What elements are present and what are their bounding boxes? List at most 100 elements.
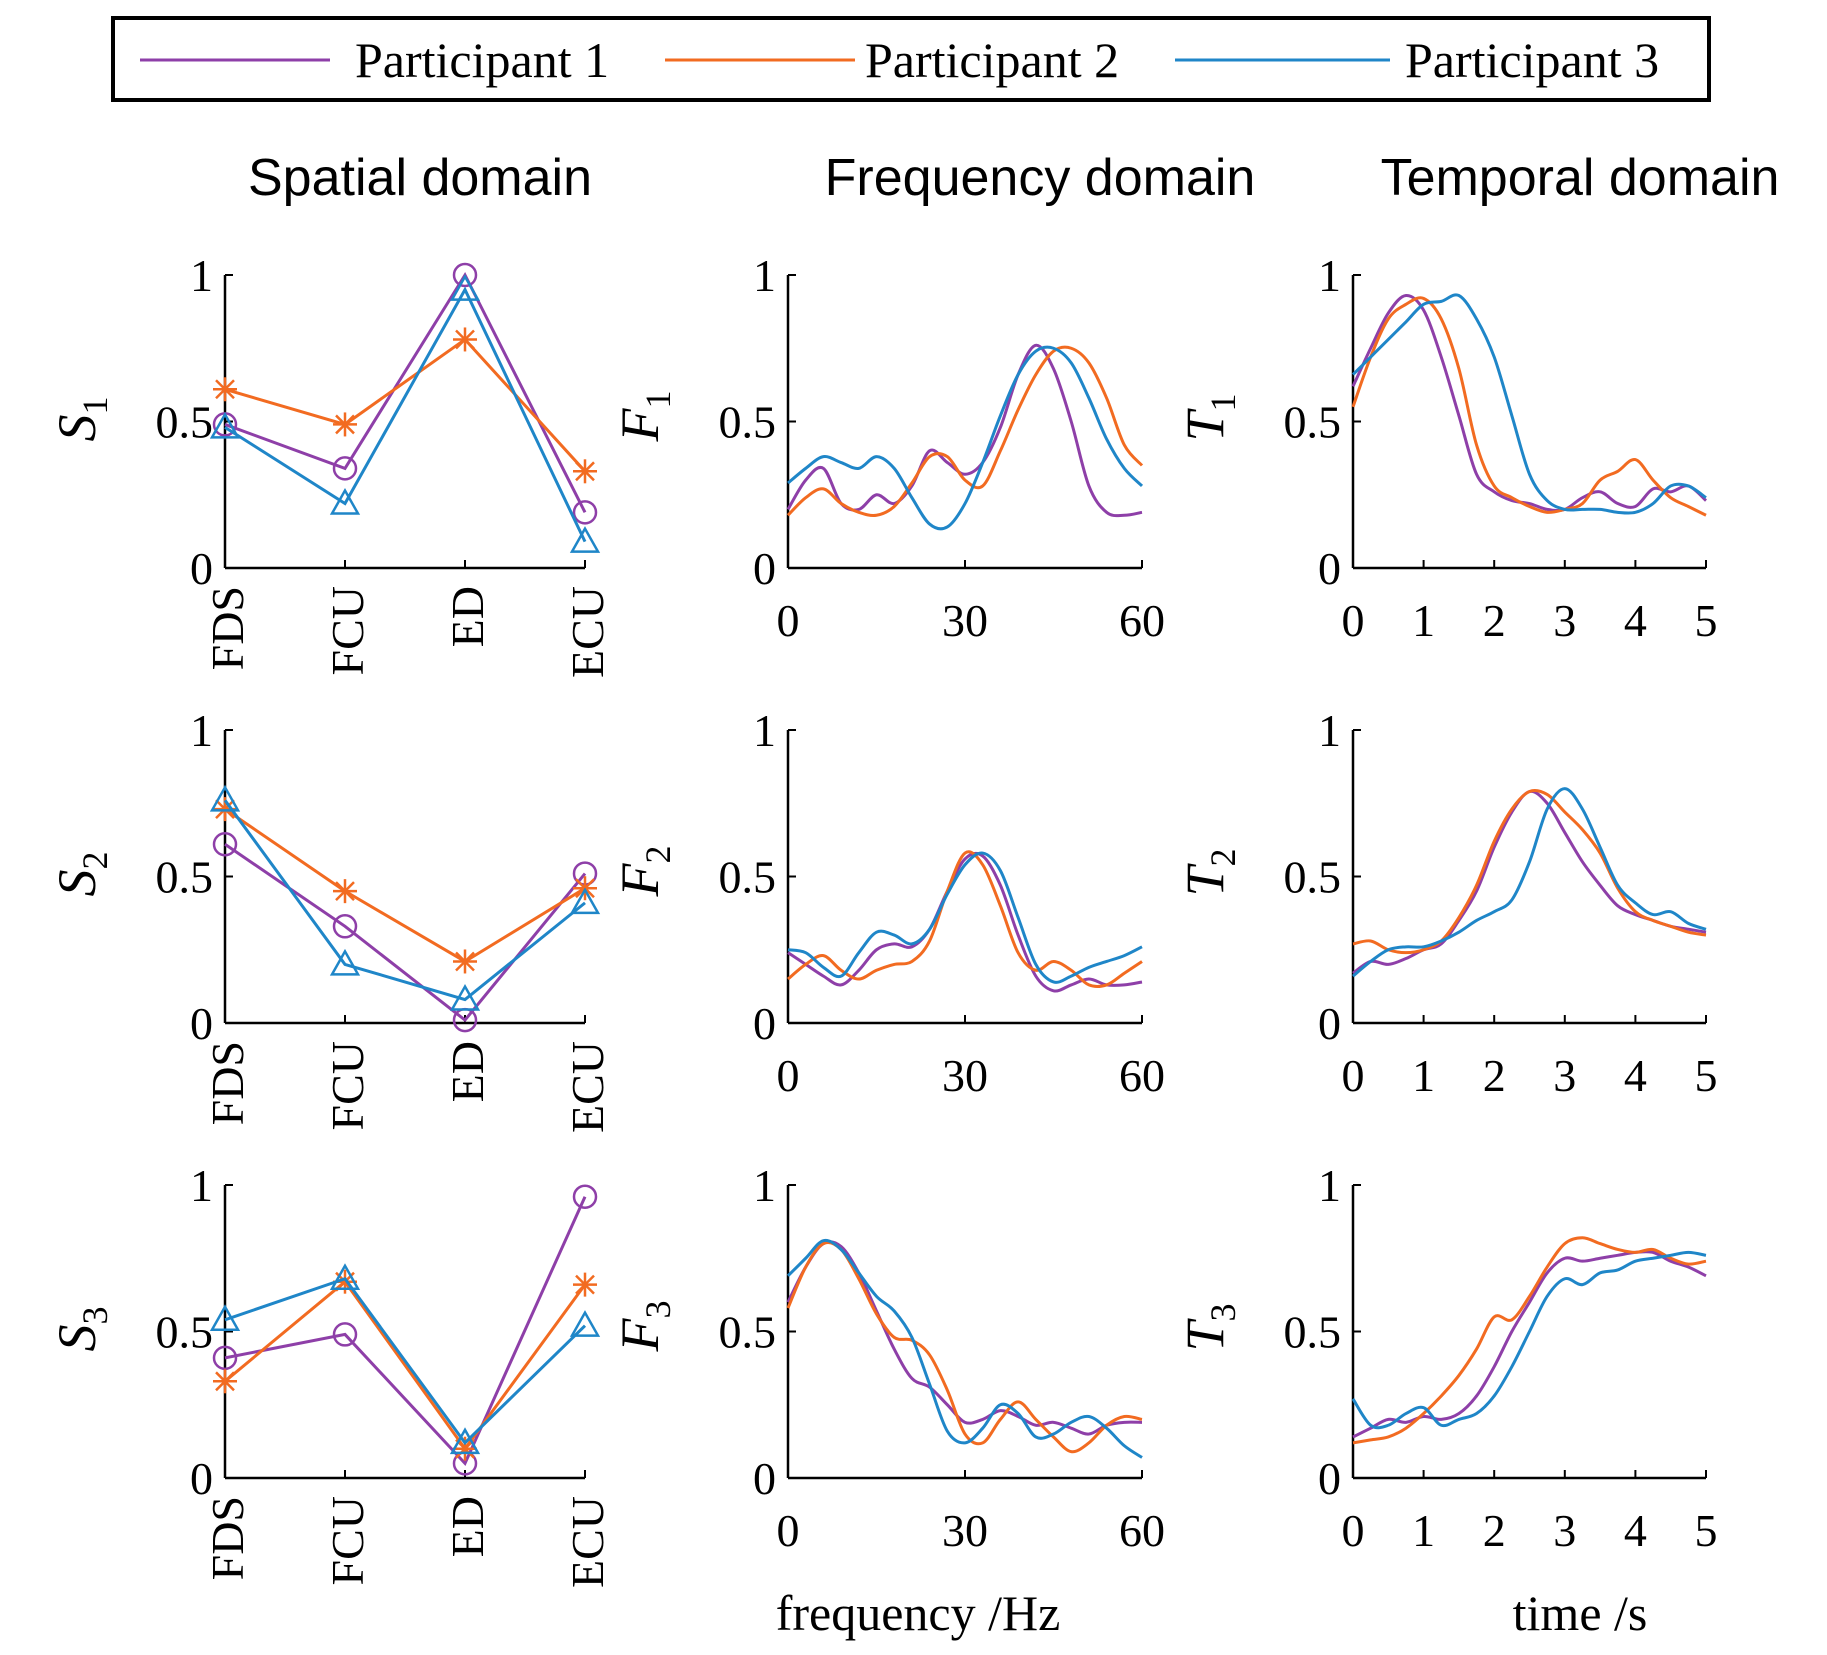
series-line-participant-3 [787,345,1144,531]
y-axis-label-symbol: T [1175,408,1235,442]
x-tick-label-fds: FDS [202,1041,253,1125]
marker-asterisk-stroke [455,951,475,972]
series-line-participant-2 [786,345,1144,517]
y-axis-label: S3 [47,1307,115,1352]
y-tick-label: 0.5 [719,1307,777,1358]
y-tick-label: 0.5 [719,852,777,903]
marker-asterisk [573,459,597,484]
x-tick-label: 3 [1553,1505,1576,1556]
x-tick-label-ecu: ECU [562,1496,613,1588]
marker-triangle [209,1304,241,1332]
y-axis-label-subscript: 3 [1203,1303,1243,1321]
y-tick-label: 0 [190,998,213,1049]
marker-circle [212,832,238,857]
y-axis-label: F1 [610,391,678,443]
legend: Participant 1 Participant 2 Participant … [111,16,1711,102]
y-tick-label: 1 [1318,250,1341,301]
y-axis-label-symbol: F [610,863,670,898]
marker-triangle [209,411,241,439]
y-tick-label: 0.5 [156,1307,214,1358]
marker-circle [332,456,358,481]
x-tick-label: 3 [1553,1050,1576,1101]
x-tick-label: 3 [1553,595,1576,646]
series-line-participant-3 [224,286,587,543]
y-axis-label-subscript: 2 [638,846,678,864]
x-tick-label: 0 [777,1505,800,1556]
marker-triangle [209,784,241,812]
y-tick-label: 0.5 [1284,397,1342,448]
y-tick-label: 0 [753,1453,776,1504]
y-tick-label: 1 [1318,705,1341,756]
x-tick-label-ecu: ECU [562,1041,613,1133]
x-tick-label: 30 [942,1050,988,1101]
series-line-participant-2 [786,1240,1143,1454]
x-tick-label-fds: FDS [202,1496,253,1580]
series-line-participant-2 [224,337,587,473]
y-tick-label: 0.5 [719,397,777,448]
legend-box [111,16,1711,102]
marker-circle [332,914,358,939]
y-axis-label-subscript: 2 [1203,848,1243,866]
marker-asterisk-stroke [215,1371,235,1392]
y-tick-label: 1 [190,250,213,301]
marker-asterisk [213,377,237,402]
marker-asterisk [333,412,357,437]
series-line-participant-2 [224,1279,587,1452]
x-tick-label: 5 [1695,1505,1718,1556]
y-axis-label: T3 [1175,1303,1243,1351]
y-axis-label: T2 [1175,848,1243,896]
series-line-participant-3 [1351,293,1707,515]
legend-label-participant-2: Participant 2 [865,32,1119,88]
y-tick-label: 1 [1318,1160,1341,1211]
x-tick-label: 1 [1412,1050,1435,1101]
x-label-time: time /s [1513,1585,1648,1641]
series-line-participant-2 [1352,788,1707,955]
y-axis-label-symbol: F [610,408,670,443]
marker-triangle [329,948,361,976]
y-tick-label: 1 [190,1160,213,1211]
x-tick-label-fcu: FCU [322,1496,373,1585]
series-line-participant-3 [1351,1250,1707,1430]
y-axis-label: S2 [47,852,115,897]
marker-asterisk-stroke [335,414,355,435]
series-line-participant-3 [224,1276,587,1446]
x-tick-label: 4 [1624,1050,1647,1101]
marker-triangle [329,487,361,515]
y-axis-label-subscript: 1 [638,391,678,409]
series-line-participant-1 [224,1196,587,1467]
x-tick-label-ed: ED [442,586,493,647]
x-tick-label: 2 [1483,595,1506,646]
y-tick-label: 0.5 [1284,852,1342,903]
series-line-participant-1 [786,343,1143,518]
x-tick-label: 0 [1342,1050,1365,1101]
y-tick-label: 0 [1318,998,1341,1049]
y-tick-label: 0 [190,543,213,594]
y-axis-label-symbol: T [1175,1318,1235,1352]
y-tick-label: 0 [753,998,776,1049]
marker-asterisk-stroke [455,329,475,350]
y-tick-label: 0.5 [1284,1307,1342,1358]
series-line-participant-1 [224,271,587,514]
marker-circle [332,1322,358,1347]
marker-triangle [449,274,481,301]
panel-s2: 0 0.5 1 S2 FDS FCU ED ECU [47,705,613,1133]
x-tick-label: 0 [777,595,800,646]
marker-triangle [569,1310,601,1337]
marker-asterisk [453,949,477,974]
x-tick-label: 0 [1342,595,1365,646]
marker-asterisk [453,327,477,352]
marker-circle [572,1184,598,1209]
y-axis-label-subscript: 1 [75,397,115,415]
marker-asterisk-stroke [215,379,235,400]
y-tick-label: 1 [753,1160,776,1211]
marker-asterisk [213,1369,237,1394]
series-line-participant-2 [224,807,586,964]
series-line-participant-1 [1351,294,1708,513]
y-axis-label-symbol: T [1175,863,1235,897]
marker-triangle [449,984,481,1011]
x-tick-label: 2 [1483,1050,1506,1101]
marker-triangle [449,1427,481,1455]
